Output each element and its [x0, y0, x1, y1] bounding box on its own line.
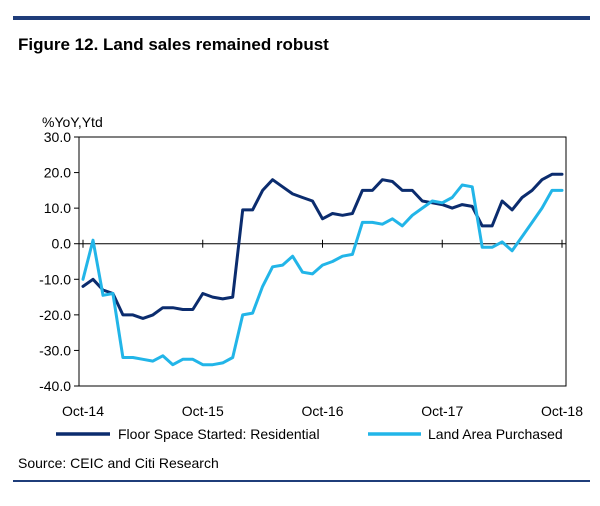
y-tick-label: 10.0	[44, 200, 71, 216]
top-rule	[13, 16, 590, 20]
y-axis-ticks: 30.0 20.0 10.0 0.0 -10.0 -20.0 -30.0 -40.0	[39, 129, 79, 394]
source-note: Source: CEIC and Citi Research	[18, 455, 219, 471]
legend-label-land-area: Land Area Purchased	[428, 426, 563, 442]
y-tick-label: -30.0	[39, 342, 71, 358]
x-tick-label: Oct-17	[421, 403, 463, 419]
plot-area	[78, 136, 567, 387]
bottom-rule	[13, 480, 590, 482]
y-tick-label: 20.0	[44, 165, 71, 181]
x-tick-label: Oct-18	[541, 403, 583, 419]
y-tick-label: -20.0	[39, 307, 71, 323]
series-line-land-area	[81, 183, 564, 367]
y-unit-label: %YoY,Ytd	[42, 114, 103, 130]
x-tick-label: Oct-16	[301, 403, 343, 419]
legend-label-floor-space: Floor Space Started: Residential	[118, 426, 320, 442]
series-lines	[81, 172, 564, 367]
x-axis-ticks: Oct-14 Oct-15 Oct-16 Oct-17 Oct-18	[62, 239, 583, 419]
series-line-floor-space	[81, 172, 564, 320]
legend: Floor Space Started: Residential Land Ar…	[56, 426, 563, 442]
y-tick-label: -10.0	[39, 271, 71, 287]
figure-title: Figure 12. Land sales remained robust	[18, 35, 329, 54]
y-tick-label: 30.0	[44, 129, 71, 145]
y-tick-label: -40.0	[39, 378, 71, 394]
x-tick-label: Oct-15	[182, 403, 224, 419]
y-tick-label: 0.0	[52, 236, 72, 252]
x-tick-label: Oct-14	[62, 403, 104, 419]
